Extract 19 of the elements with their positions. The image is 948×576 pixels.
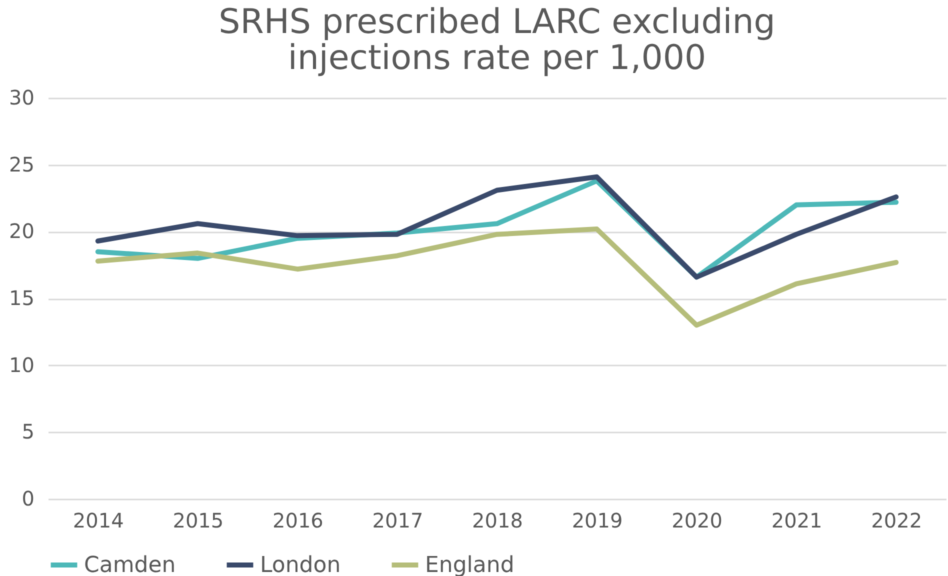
y-tick-label: 10 <box>9 352 34 377</box>
x-tick-label: 2015 <box>172 508 224 532</box>
y-tick-label: 20 <box>9 219 34 244</box>
x-tick-label: 2014 <box>72 508 124 532</box>
x-tick-label: 2017 <box>372 508 424 532</box>
y-tick-label: 15 <box>9 286 34 310</box>
y-tick-label: 30 <box>9 86 34 110</box>
x-tick-label: 2019 <box>572 508 623 532</box>
legend-label: London <box>260 553 341 576</box>
y-tick-label: 0 <box>22 486 34 510</box>
x-tick-label: 2016 <box>272 508 324 532</box>
x-tick-label: 2018 <box>472 508 523 532</box>
x-tick-label: 2020 <box>672 508 723 532</box>
x-tick-label: 2021 <box>771 508 822 532</box>
x-tick-label: 2022 <box>871 508 922 532</box>
y-tick-label: 5 <box>22 420 34 444</box>
legend-label: Camden <box>84 553 176 576</box>
y-tick-label: 25 <box>9 152 34 176</box>
chart-title: SRHS prescribed LARC excluding injections rate per 1,000 <box>218 2 776 78</box>
